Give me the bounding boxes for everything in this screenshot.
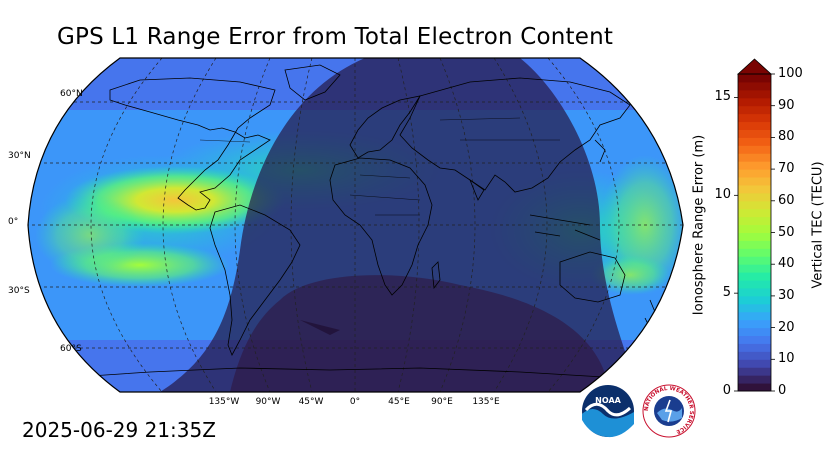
- graticule: [28, 58, 683, 392]
- colorbar-right-label: Vertical TEC (TECU): [810, 161, 826, 289]
- colorbar-tick-label-tec: 30: [778, 287, 795, 303]
- lon-label-0: 0°: [349, 397, 361, 407]
- noaa-logo-text: NOAA: [595, 396, 621, 405]
- colorbar-segment: [738, 248, 771, 257]
- lat-label-30n: 30°N: [8, 151, 31, 161]
- colorbar-tick-label-tec: 80: [778, 129, 795, 145]
- lon-label-90e: 90°E: [431, 397, 453, 407]
- colorbar-segment: [738, 192, 771, 202]
- colorbar-segment: [738, 287, 771, 297]
- colorbar-segment: [738, 256, 771, 265]
- tec-map: [27, 57, 684, 393]
- colorbar-segment: [738, 375, 771, 384]
- lon-label-135e: 135°E: [472, 397, 500, 407]
- colorbar-segment: [738, 121, 771, 130]
- colorbar-segment: [738, 129, 771, 138]
- colorbar-segment: [738, 359, 771, 368]
- colorbar-segment: [738, 200, 771, 210]
- colorbar-segment: [738, 272, 771, 281]
- colorbar-tick-label-tec: 10: [778, 351, 795, 367]
- lat-label-60s: 60°S: [60, 344, 82, 354]
- colorbar-segment: [738, 295, 771, 305]
- colorbar-segment: [738, 216, 771, 226]
- colorbar-segment: [738, 367, 771, 376]
- colorbar-segment: [738, 74, 771, 83]
- colorbar-tick-label-range-error: 5: [722, 285, 731, 301]
- colorbar-tick-label-tec: 90: [778, 97, 795, 113]
- lon-label-90w: 90°W: [255, 397, 281, 407]
- colorbar-segment: [738, 232, 771, 241]
- lat-label-60n: 60°N: [60, 89, 83, 99]
- colorbar-tick-label-range-error: 0: [722, 383, 731, 398]
- colorbar-segment: [738, 351, 771, 360]
- colorbar-segment: [738, 319, 771, 329]
- colorbar-segment: [738, 89, 771, 99]
- lon-label-135w: 135°W: [208, 397, 240, 407]
- colorbar-segment: [738, 208, 771, 218]
- colorbar-segment: [738, 169, 771, 178]
- timestamp: 2025-06-29 21:35Z: [22, 418, 216, 442]
- noaa-logo: NOAA: [582, 385, 634, 438]
- colorbar-segment: [738, 280, 771, 289]
- page-title: GPS L1 Range Error from Total Electron C…: [57, 24, 614, 50]
- colorbar-segment: [738, 81, 771, 91]
- colorbar-segment: [738, 303, 771, 313]
- colorbar-tick-label-tec: 50: [778, 224, 795, 240]
- lon-label-45w: 45°W: [298, 397, 324, 407]
- colorbar-segment: [738, 177, 771, 186]
- lon-label-45e: 45°E: [388, 397, 410, 407]
- colorbar-segment: [738, 311, 771, 321]
- colorbar-segment: [738, 137, 771, 146]
- colorbar-segment: [738, 327, 771, 337]
- nws-logo: NATIONAL WEATHER SERVICE: [642, 384, 696, 438]
- colorbar-segment: [738, 224, 771, 233]
- colorbar-segment: [738, 113, 771, 123]
- colorbar-segment: [738, 240, 771, 249]
- colorbar-tick-label-tec: 0: [778, 383, 787, 398]
- colorbar: [734, 58, 775, 392]
- coastlines: [59, 64, 656, 379]
- colorbar-segment: [738, 105, 771, 115]
- tec-field: [28, 58, 683, 392]
- map-outline: [27, 57, 684, 393]
- colorbar-segment: [738, 343, 771, 352]
- colorbar-tick-label-range-error: 15: [714, 89, 731, 105]
- colorbar-segment: [738, 161, 771, 170]
- colorbar-segment: [738, 184, 771, 194]
- colorbar-segment: [738, 145, 771, 154]
- colorbar-tick-label-tec: 60: [778, 192, 795, 208]
- colorbar-tick-label-tec: 100: [778, 66, 803, 81]
- colorbar-segment: [738, 97, 771, 107]
- colorbar-tick-label-tec: 20: [778, 319, 795, 335]
- lat-label-30s: 30°S: [8, 286, 30, 296]
- colorbar-left-label: Ionosphere Range Error (m): [691, 134, 707, 316]
- colorbar-tick-label-tec: 70: [778, 161, 795, 177]
- colorbar-segment: [738, 153, 771, 162]
- colorbar-segment: [738, 264, 771, 273]
- colorbar-extend-max: [736, 58, 773, 75]
- colorbar-tick-label-tec: 40: [778, 256, 795, 272]
- lat-label-0: 0°: [8, 217, 19, 227]
- colorbar-segment: [738, 335, 771, 344]
- colorbar-segment: [738, 383, 771, 392]
- colorbar-tick-label-range-error: 10: [714, 187, 731, 203]
